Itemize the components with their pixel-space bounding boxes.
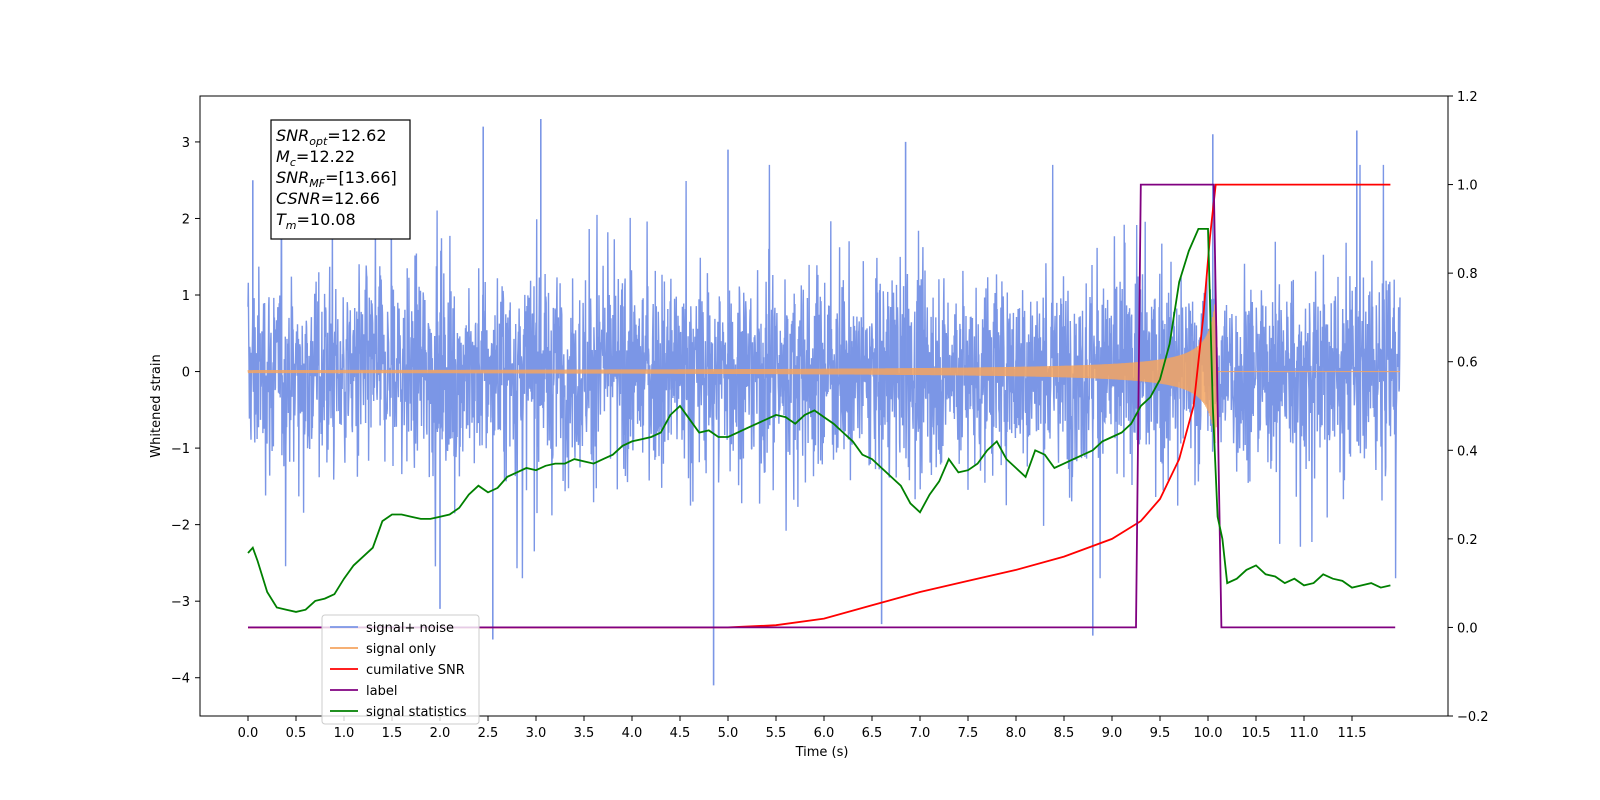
y-right-tick-label: 1.0 — [1457, 179, 1478, 194]
x-tick-label: 2.0 — [430, 726, 451, 741]
x-tick-label: 4.0 — [622, 726, 643, 741]
legend-label: signal+ noise — [366, 621, 454, 636]
info-line: CSNR=12.66 — [276, 189, 380, 208]
y-tick-label: −3 — [171, 595, 190, 610]
y-right-tick-label: −0.2 — [1457, 710, 1489, 725]
y-tick-label: −4 — [171, 672, 190, 687]
y-tick-label: 0 — [182, 366, 190, 381]
x-tick-label: 3.0 — [526, 726, 547, 741]
legend-label: cumilative SNR — [366, 663, 465, 678]
y-tick-label: −1 — [171, 442, 190, 457]
y-right-tick-label: 0.4 — [1457, 444, 1478, 459]
x-tick-label: 11.5 — [1338, 726, 1367, 741]
legend-frame — [321, 614, 480, 725]
info-box: SNRopt=12.62Mc=12.22SNRMF=[13.66]CSNR=12… — [270, 119, 411, 240]
y-right-tick-label: 0.0 — [1457, 621, 1478, 636]
x-tick-label: 8.0 — [1006, 726, 1027, 741]
y-axis-label: Whitened strain — [149, 354, 164, 457]
x-tick-label: 6.0 — [814, 726, 835, 741]
series-signal-statistics — [247, 227, 1391, 613]
x-tick-label: 1.5 — [382, 726, 403, 741]
series-label — [248, 183, 1396, 629]
x-tick-label: 5.0 — [718, 726, 739, 741]
x-tick-label: 9.0 — [1102, 726, 1123, 741]
x-tick-label: 7.5 — [958, 726, 979, 741]
y-tick-label: −2 — [171, 519, 190, 534]
legend-label: signal only — [366, 642, 436, 657]
series-signal-only — [247, 294, 1400, 444]
x-tick-label: 10.0 — [1194, 726, 1223, 741]
legend-label: label — [366, 684, 397, 699]
legend-label: signal statistics — [366, 705, 467, 720]
x-tick-label: 3.5 — [574, 726, 595, 741]
info-line: SNRMF=[13.66] — [276, 168, 397, 190]
x-tick-label: 11.0 — [1290, 726, 1319, 741]
info-line: SNRopt=12.62 — [276, 126, 387, 148]
y-tick-label: 2 — [182, 212, 190, 227]
info-line: Tm=10.08 — [276, 210, 356, 232]
x-tick-label: 0.0 — [238, 726, 259, 741]
y-right-tick-label: 0.8 — [1457, 267, 1478, 282]
x-tick-label: 10.5 — [1242, 726, 1271, 741]
x-tick-label: 1.0 — [334, 726, 355, 741]
y-right-tick-label: 1.2 — [1457, 90, 1478, 105]
y-right-tick-label: 0.6 — [1457, 356, 1478, 371]
info-line: Mc=12.22 — [276, 147, 355, 169]
info-box-frame — [270, 119, 411, 240]
x-tick-label: 9.5 — [1150, 726, 1171, 741]
x-tick-label: 8.5 — [1054, 726, 1075, 741]
x-tick-label: 4.5 — [670, 726, 691, 741]
x-tick-label: 2.5 — [478, 726, 499, 741]
x-tick-label: 6.5 — [862, 726, 883, 741]
x-tick-label: 0.5 — [286, 726, 307, 741]
y-tick-label: 3 — [182, 136, 190, 151]
x-tick-label: 5.5 — [766, 726, 787, 741]
y-right-tick-label: 0.2 — [1457, 533, 1478, 548]
y-tick-label: 1 — [182, 289, 190, 304]
series-signal-noise — [247, 164, 1401, 579]
legend: signal+ noise signal only cumilative SNR la… — [321, 614, 480, 725]
x-axis-label: Time (s) — [795, 745, 849, 760]
x-tick-label: 7.0 — [910, 726, 931, 741]
